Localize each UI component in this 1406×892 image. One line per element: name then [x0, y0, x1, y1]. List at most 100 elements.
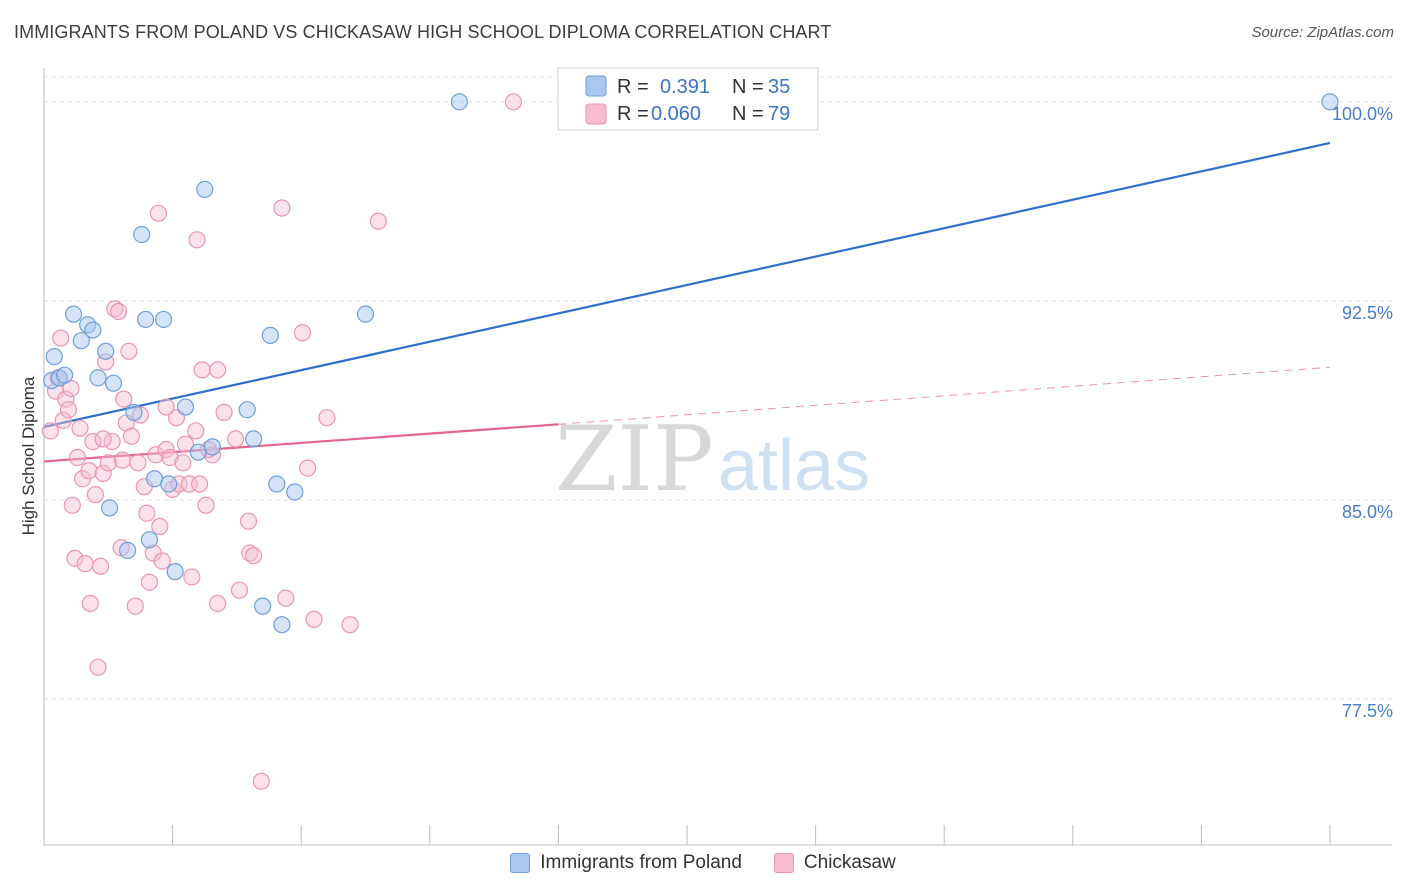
data-point-poland [166, 563, 184, 581]
data-point-chickasaw [140, 573, 159, 591]
data-point-chickasaw [252, 772, 270, 790]
data-point-chickasaw [187, 422, 205, 440]
data-point-poland [268, 475, 286, 493]
data-point-chickasaw [138, 504, 156, 522]
legend-item-poland[interactable]: Immigrants from Poland [510, 852, 742, 874]
data-point-chickasaw [239, 512, 258, 530]
data-point-chickasaw [341, 616, 359, 634]
data-point-chickasaw [293, 324, 312, 342]
data-point-poland [104, 374, 123, 392]
data-point-chickasaw [94, 430, 112, 448]
data-points [41, 93, 1339, 790]
legend-label-poland: Immigrants from Poland [540, 852, 742, 873]
grid-lines [44, 76, 1392, 700]
data-point-chickasaw [89, 658, 107, 676]
legend-swatch-chickasaw [585, 103, 607, 125]
data-point-chickasaw [215, 403, 233, 421]
data-point-chickasaw [277, 589, 295, 607]
data-point-chickasaw [191, 475, 209, 493]
source-label: Source: ZipAtlas.com [1251, 24, 1394, 41]
data-point-chickasaw [188, 231, 206, 249]
data-point-poland [273, 616, 291, 634]
data-point-poland [97, 342, 115, 360]
legend-n-label-poland: N = [732, 76, 764, 98]
data-point-poland [254, 597, 272, 615]
data-point-chickasaw [126, 597, 144, 615]
data-point-chickasaw [149, 204, 168, 222]
data-point-chickasaw [161, 448, 179, 467]
data-point-chickasaw [122, 427, 141, 445]
data-point-poland [176, 398, 195, 416]
data-point-chickasaw [129, 454, 147, 472]
legend-n-value-poland: 35 [768, 76, 790, 98]
data-point-poland [100, 499, 119, 517]
y-axis-label: High School Diploma [19, 376, 38, 535]
legend-r-value-poland: 0.391 [660, 76, 710, 98]
legend-box: R = 0.391 N = 35 R = 0.060 N = 79 [557, 67, 819, 131]
data-point-chickasaw [66, 549, 84, 567]
data-point-chickasaw [68, 448, 87, 467]
data-point-chickasaw [71, 419, 89, 437]
data-point-chickasaw [113, 451, 132, 469]
data-point-poland [55, 366, 74, 384]
data-point-chickasaw [57, 390, 75, 408]
axes [43, 68, 1392, 846]
data-point-chickasaw [273, 199, 291, 217]
data-point-chickasaw [109, 302, 128, 321]
data-point-chickasaw [52, 329, 70, 347]
data-point-chickasaw [59, 401, 78, 419]
data-point-poland [72, 332, 90, 350]
data-point-chickasaw [299, 459, 317, 477]
data-point-poland [1321, 93, 1339, 111]
y-tick-label: 100.0% [1332, 104, 1393, 124]
data-point-chickasaw [86, 486, 105, 504]
data-point-poland [196, 180, 214, 199]
trend-line-chickasaw [43, 423, 559, 463]
legend-n-value-chickasaw: 79 [768, 103, 790, 125]
data-point-chickasaw [41, 422, 60, 440]
data-point-chickasaw [99, 454, 117, 472]
trend-lines [43, 141, 1331, 463]
data-point-chickasaw [94, 464, 112, 483]
data-point-poland [64, 305, 83, 323]
data-point-poland [286, 483, 304, 501]
legend-r-label-poland: R = [617, 76, 649, 98]
data-point-chickasaw [91, 557, 110, 575]
data-point-poland [84, 321, 102, 339]
data-point-chickasaw [80, 462, 98, 480]
data-point-chickasaw [318, 409, 336, 427]
legend-swatch-poland [585, 75, 607, 97]
watermark-zip: ZIP [555, 407, 714, 512]
bottom-legend: Immigrants from Poland Chickasaw [0, 852, 1406, 874]
data-point-chickasaw [227, 430, 245, 448]
watermark-atlas: atlas [718, 426, 870, 506]
data-point-chickasaw [193, 361, 211, 379]
data-point-chickasaw [54, 411, 72, 429]
data-point-poland [89, 369, 107, 387]
y-tick-label: 85.0% [1342, 502, 1393, 522]
y-tick-label: 92.5% [1342, 303, 1393, 323]
data-point-poland [45, 348, 63, 366]
data-point-poland [203, 438, 222, 456]
legend-item-chickasaw[interactable]: Chickasaw [773, 852, 896, 874]
trend-line-chickasaw-extension [558, 366, 1331, 425]
data-point-poland [154, 310, 173, 329]
trend-line-poland [43, 141, 1331, 429]
data-point-poland [238, 401, 256, 419]
data-point-poland [160, 475, 178, 493]
data-point-chickasaw [504, 93, 522, 111]
legend-n-label-chickasaw: N = [732, 103, 764, 125]
data-point-chickasaw [84, 432, 102, 451]
data-point-poland [450, 93, 468, 111]
data-point-chickasaw [81, 594, 99, 613]
data-point-poland [356, 305, 375, 323]
chart-title: IMMIGRANTS FROM POLAND VS CHICKASAW HIGH… [14, 22, 832, 42]
y-tick-label: 77.5% [1342, 701, 1393, 721]
data-point-poland [125, 403, 143, 421]
data-point-chickasaw [209, 361, 227, 379]
data-point-chickasaw [120, 342, 138, 360]
data-point-chickasaw [147, 446, 165, 464]
legend-r-label-chickasaw: R = [617, 103, 649, 125]
scatter-chart: ZIP atlas 77.5%85.0%92.5%100.0% 0.0%100.… [19, 67, 1393, 846]
data-point-poland [118, 541, 137, 559]
